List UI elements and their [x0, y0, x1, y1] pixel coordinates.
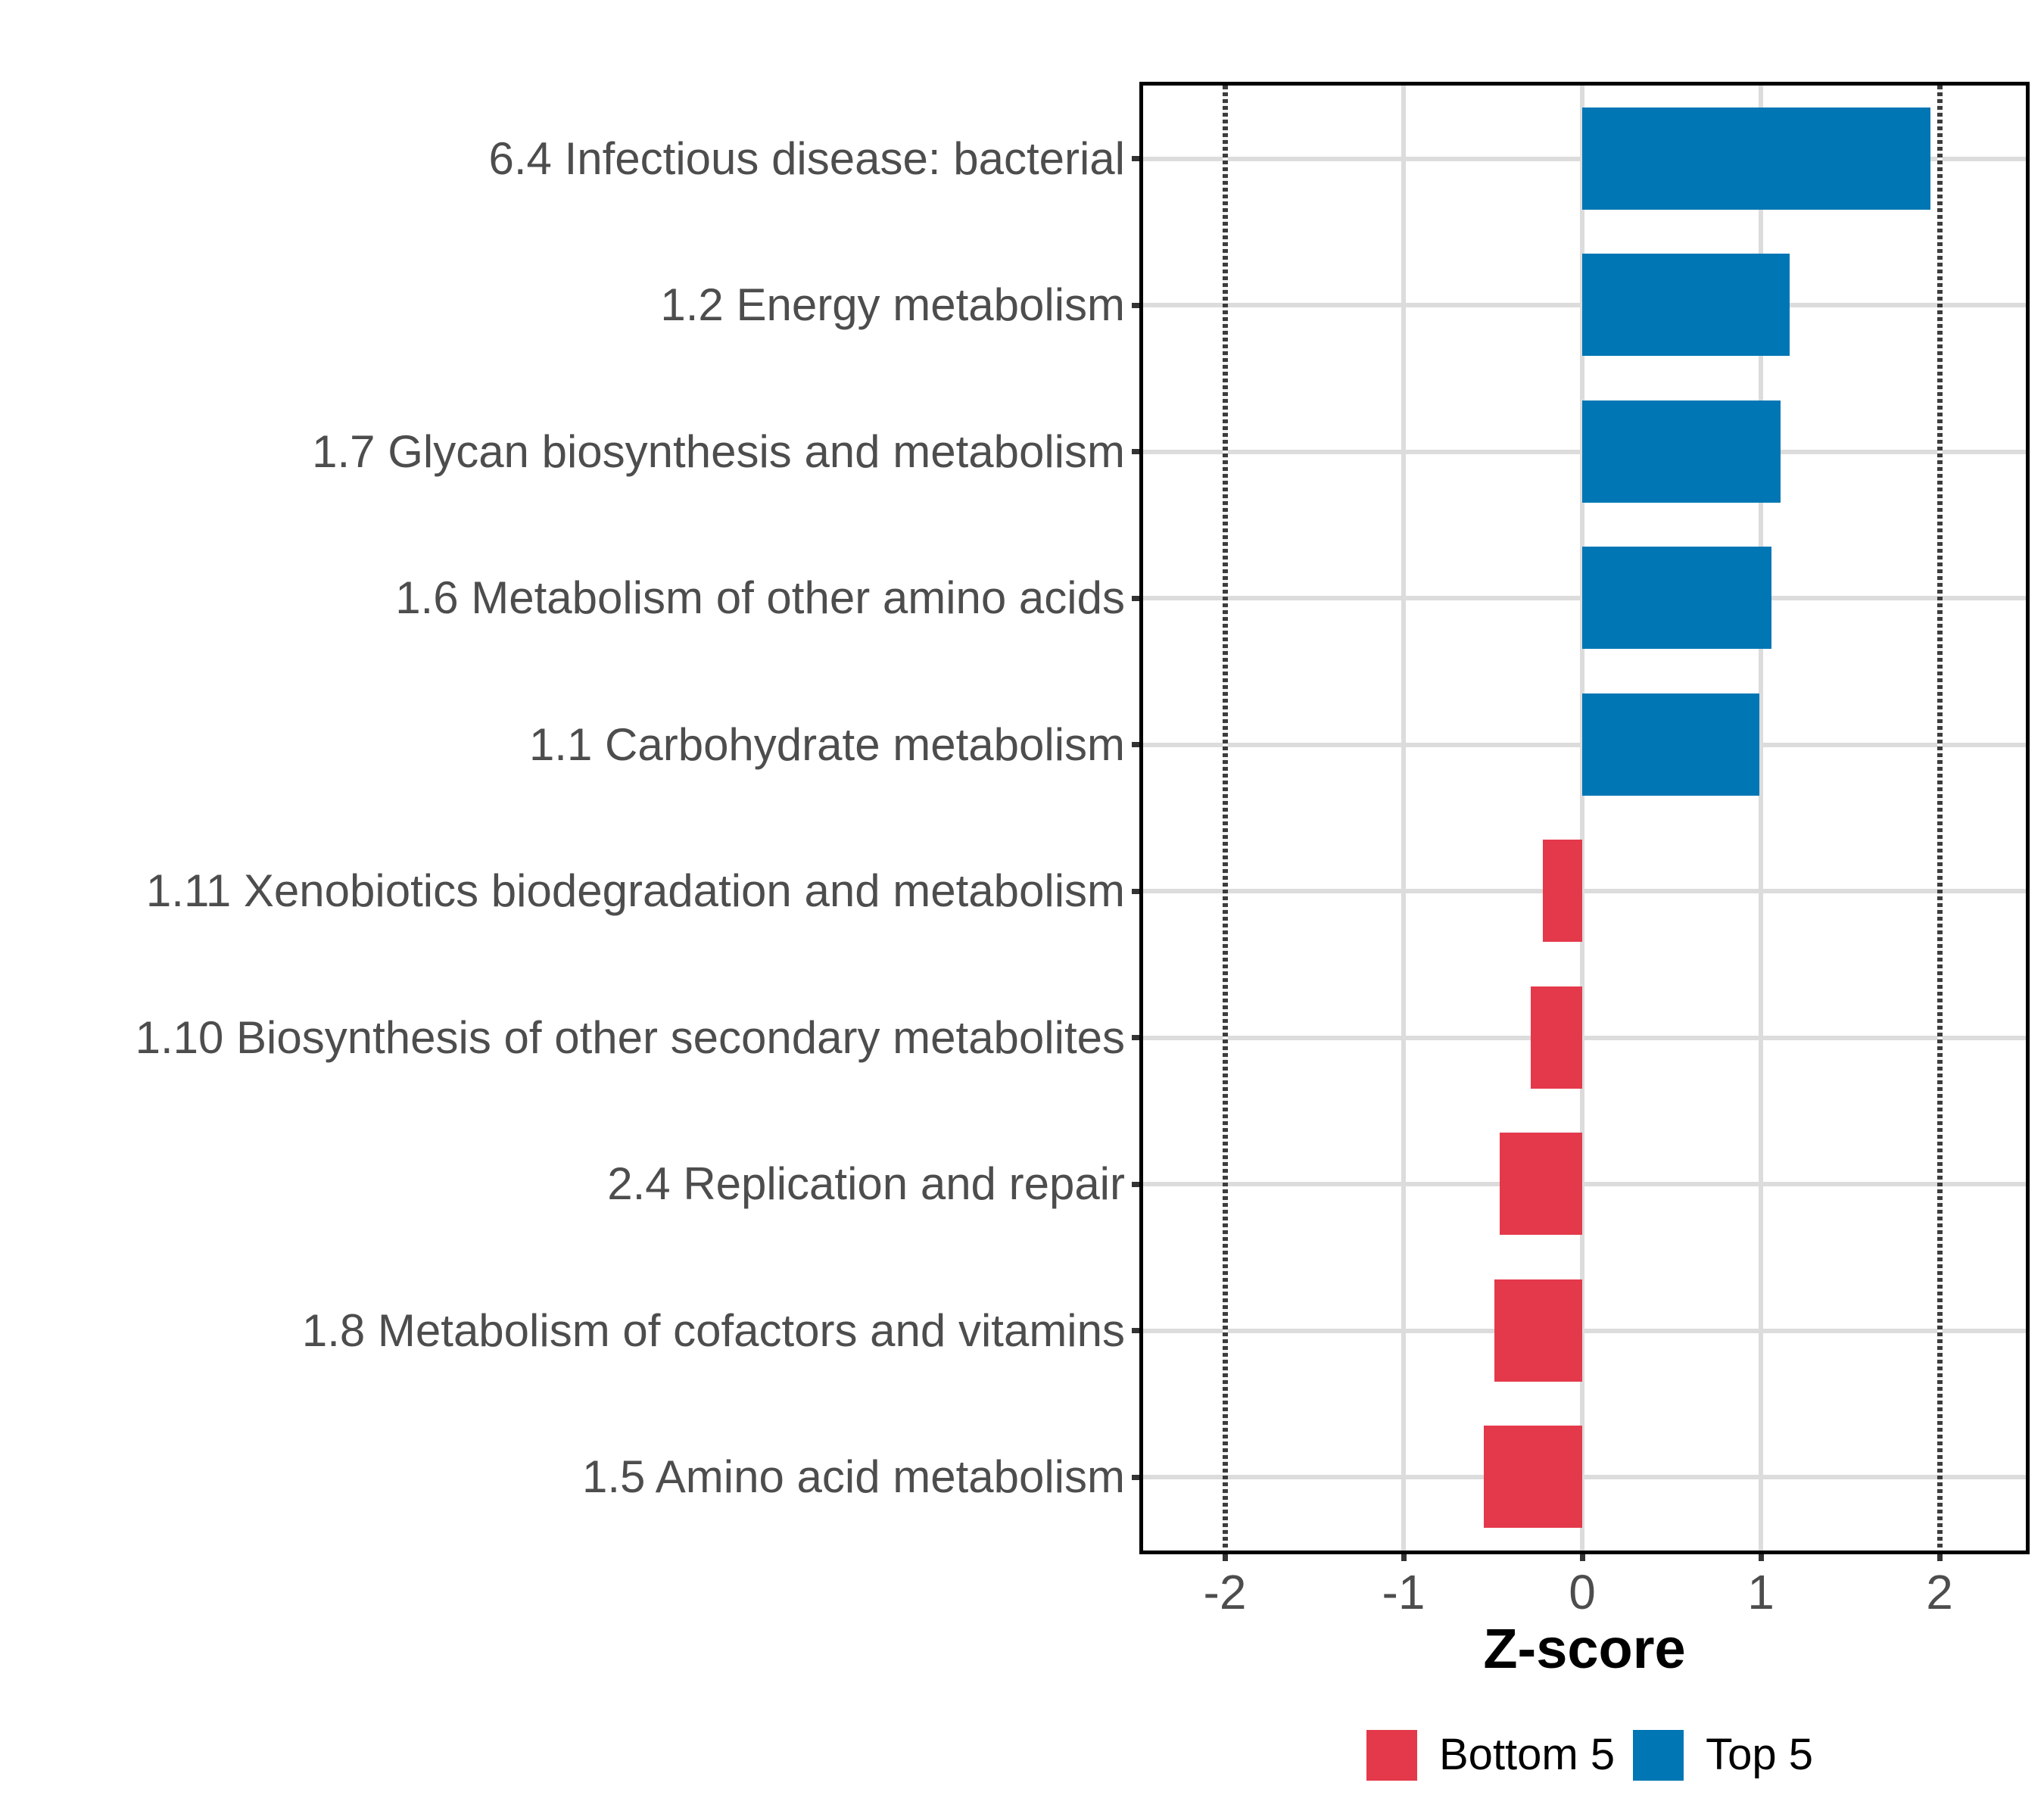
y-axis-tick [1132, 1035, 1143, 1040]
bar-bottom5 [1500, 1133, 1582, 1235]
y-axis-tick [1132, 303, 1143, 308]
x-axis-tick [1937, 1551, 1943, 1561]
x-axis-tick [1580, 1551, 1585, 1561]
x-gridline--1 [1401, 86, 1406, 1551]
x-axis-tick [1223, 1551, 1228, 1561]
y-axis-tick [1132, 1182, 1143, 1187]
x-axis-tick-label: 2 [1926, 1565, 1953, 1619]
x-axis-tick-label: -2 [1203, 1565, 1247, 1619]
legend-swatch-bottom5 [1366, 1729, 1417, 1781]
y-gridline [1143, 1182, 2026, 1186]
y-gridline [1143, 889, 2026, 893]
category-label: 1.1 Carbohydrate metabolism [528, 719, 1125, 770]
legend-label-bottom5: Bottom 5 [1439, 1730, 1616, 1779]
plot-panel [1143, 86, 2026, 1551]
reference-line--2 [1223, 86, 1228, 1551]
category-label: 1.11 Xenobiotics biodegradation and meta… [145, 865, 1125, 916]
legend: Bottom 5 Top 5 [1366, 1729, 1813, 1781]
y-axis-tick [1132, 1475, 1143, 1480]
y-gridline [1143, 1036, 2026, 1040]
category-label: 1.5 Amino acid metabolism [581, 1451, 1125, 1502]
x-axis-title: Z-score [1483, 1617, 1686, 1680]
legend-swatch-top5 [1633, 1729, 1684, 1781]
y-axis-tick [1132, 1328, 1143, 1333]
y-axis-tick [1132, 449, 1143, 454]
bar-top5 [1582, 108, 1931, 210]
bar-top5 [1582, 400, 1781, 503]
category-label: 1.10 Biosynthesis of other secondary met… [135, 1012, 1125, 1063]
category-label: 1.2 Energy metabolism [660, 279, 1125, 330]
y-gridline [1143, 1475, 2026, 1479]
category-label: 1.7 Glycan biosynthesis and metabolism [312, 426, 1125, 477]
category-label: 1.6 Metabolism of other amino acids [395, 572, 1125, 623]
y-axis-tick [1132, 596, 1143, 601]
bar-bottom5 [1494, 1279, 1582, 1382]
y-axis-tick [1132, 889, 1143, 894]
y-axis-tick [1132, 156, 1143, 161]
x-axis-tick-label: 1 [1747, 1565, 1774, 1619]
category-label: 1.8 Metabolism of cofactors and vitamins [301, 1305, 1125, 1356]
x-gridline-0 [1580, 86, 1584, 1551]
bar-bottom5 [1484, 1426, 1582, 1528]
x-gridline-1 [1759, 86, 1763, 1551]
category-label: 2.4 Replication and repair [607, 1158, 1125, 1209]
y-axis-tick [1132, 742, 1143, 747]
category-label: 6.4 Infectious disease: bacterial [488, 133, 1126, 184]
x-axis-tick-label: 0 [1569, 1565, 1596, 1619]
reference-line-2 [1937, 86, 1943, 1551]
bar-bottom5 [1543, 840, 1582, 942]
x-axis-tick [1401, 1551, 1407, 1561]
y-gridline [1143, 1329, 2026, 1333]
bar-top5 [1582, 254, 1790, 356]
x-axis-tick [1759, 1551, 1764, 1561]
legend-label-top5: Top 5 [1706, 1730, 1814, 1779]
bar-top5 [1582, 547, 1772, 649]
x-axis-tick-label: -1 [1382, 1565, 1426, 1619]
bar-top5 [1582, 693, 1759, 796]
bar-bottom5 [1530, 986, 1582, 1089]
